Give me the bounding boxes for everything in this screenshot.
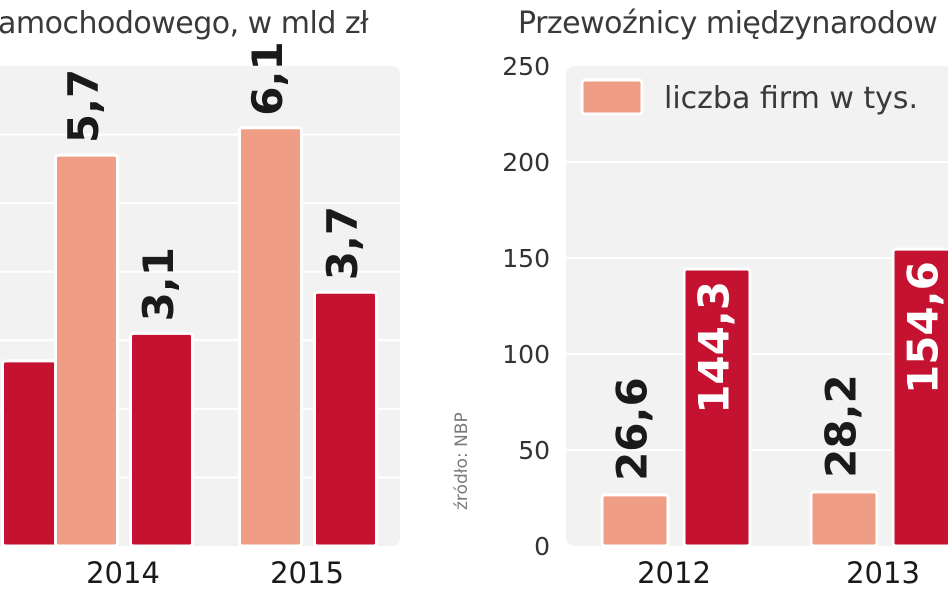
y-tick-label: 200 <box>502 148 550 177</box>
left-chart: 5,7 3,1 2014 6,1 3,7 2015 <box>0 41 400 590</box>
y-tick-label: 250 <box>502 52 550 81</box>
bar-pink-2015 <box>238 126 303 548</box>
right-chart-title: Przewoźnicy międzynarodow <box>518 6 938 41</box>
x-tick-label: 2012 <box>637 556 711 590</box>
plot-background <box>566 66 948 546</box>
bar-pink-2014 <box>54 153 119 548</box>
y-tick-label: 100 <box>502 340 550 369</box>
data-label: 5,7 <box>59 69 108 143</box>
legend-swatch <box>580 78 644 116</box>
bar-pink-2012 <box>600 493 670 548</box>
legend-label: liczba firm w tys. <box>664 81 918 116</box>
x-tick-label: 2015 <box>270 556 344 590</box>
bar-red-2014 <box>129 331 194 548</box>
data-label: 3,1 <box>134 247 183 321</box>
bar-red-2015 <box>313 290 378 548</box>
y-tick-label: 0 <box>534 532 550 561</box>
bar-pink-2013 <box>809 490 879 548</box>
data-label: 28,2 <box>817 374 866 478</box>
data-label: 154,6 <box>899 261 948 394</box>
bar-red-2012 <box>682 267 752 548</box>
data-label: 6,1 <box>243 41 292 115</box>
bar-red-2013 <box>891 247 948 548</box>
x-tick-label: 2013 <box>846 556 920 590</box>
y-tick-label: 150 <box>502 244 550 273</box>
data-label: 144,3 <box>690 281 739 414</box>
y-tick-label: 50 <box>518 436 550 465</box>
x-tick-label: 2014 <box>86 556 160 590</box>
left-chart-title: amochodowego, w mld zł <box>0 6 369 41</box>
data-label: 26,6 <box>608 377 657 481</box>
data-label: 3,7 <box>318 206 367 280</box>
